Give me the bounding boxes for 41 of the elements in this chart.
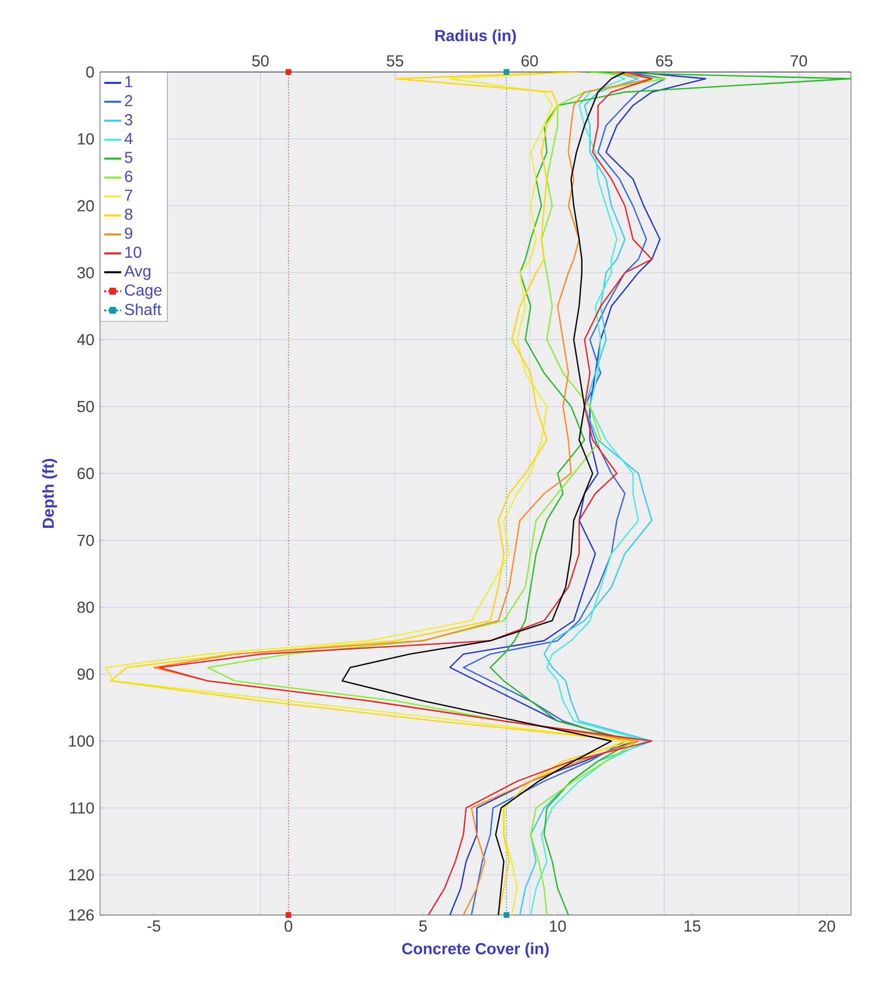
x-tick-label: 5 (419, 920, 427, 932)
x2-tick-label: 50 (252, 55, 269, 66)
x2-tick-label: 60 (522, 55, 538, 66)
y-tick-label: 60 (78, 468, 94, 480)
legend-label: Avg (124, 266, 150, 280)
x-axis-title: Concrete Cover (in) (402, 942, 549, 958)
y-tick-label: 40 (77, 334, 94, 346)
x-tick-label: 10 (550, 920, 566, 932)
y-tick-label: 30 (77, 267, 94, 278)
y-tick-label: 100 (69, 735, 94, 747)
y-tick-label: 90 (78, 668, 94, 680)
y-tick-label: 126 (69, 909, 94, 921)
legend-label: 2 (124, 95, 132, 106)
x-tick-label: 15 (684, 920, 700, 932)
legend-label: 1 (125, 76, 132, 88)
legend-label: 6 (124, 170, 132, 182)
legend-label: 9 (124, 228, 132, 239)
y-tick-label: 0 (86, 66, 94, 78)
x2-tick-label: 70 (790, 55, 808, 66)
legend-label: 8 (124, 208, 132, 220)
x-tick-label: -5 (147, 920, 160, 932)
y-tick-label: 20 (78, 200, 94, 212)
legend-label: Cage (124, 284, 162, 299)
y-tick-label: 120 (69, 869, 94, 881)
y-tick-label: 80 (77, 602, 94, 613)
legend-label: 5 (124, 152, 132, 164)
legend-label: 10 (125, 246, 142, 258)
x-tick-label: 20 (818, 920, 836, 932)
y-tick-label: 50 (77, 400, 94, 412)
x2-tick-label: 55 (386, 55, 404, 66)
legend-label: 4 (124, 133, 133, 144)
legend-label: Shaft (124, 303, 162, 316)
legend-label: 3 (124, 114, 132, 126)
y-axis-title: Depth (ft) (42, 458, 58, 528)
y-tick-label: 110 (70, 802, 94, 814)
x2-tick-label: 65 (656, 55, 672, 66)
y-tick-label: 10 (78, 133, 94, 145)
x-tick-label: 0 (284, 920, 292, 932)
y-tick-label: 70 (78, 534, 94, 546)
x2-axis-title: Radius (in) (435, 30, 516, 44)
legend-label: 7 (124, 190, 132, 201)
